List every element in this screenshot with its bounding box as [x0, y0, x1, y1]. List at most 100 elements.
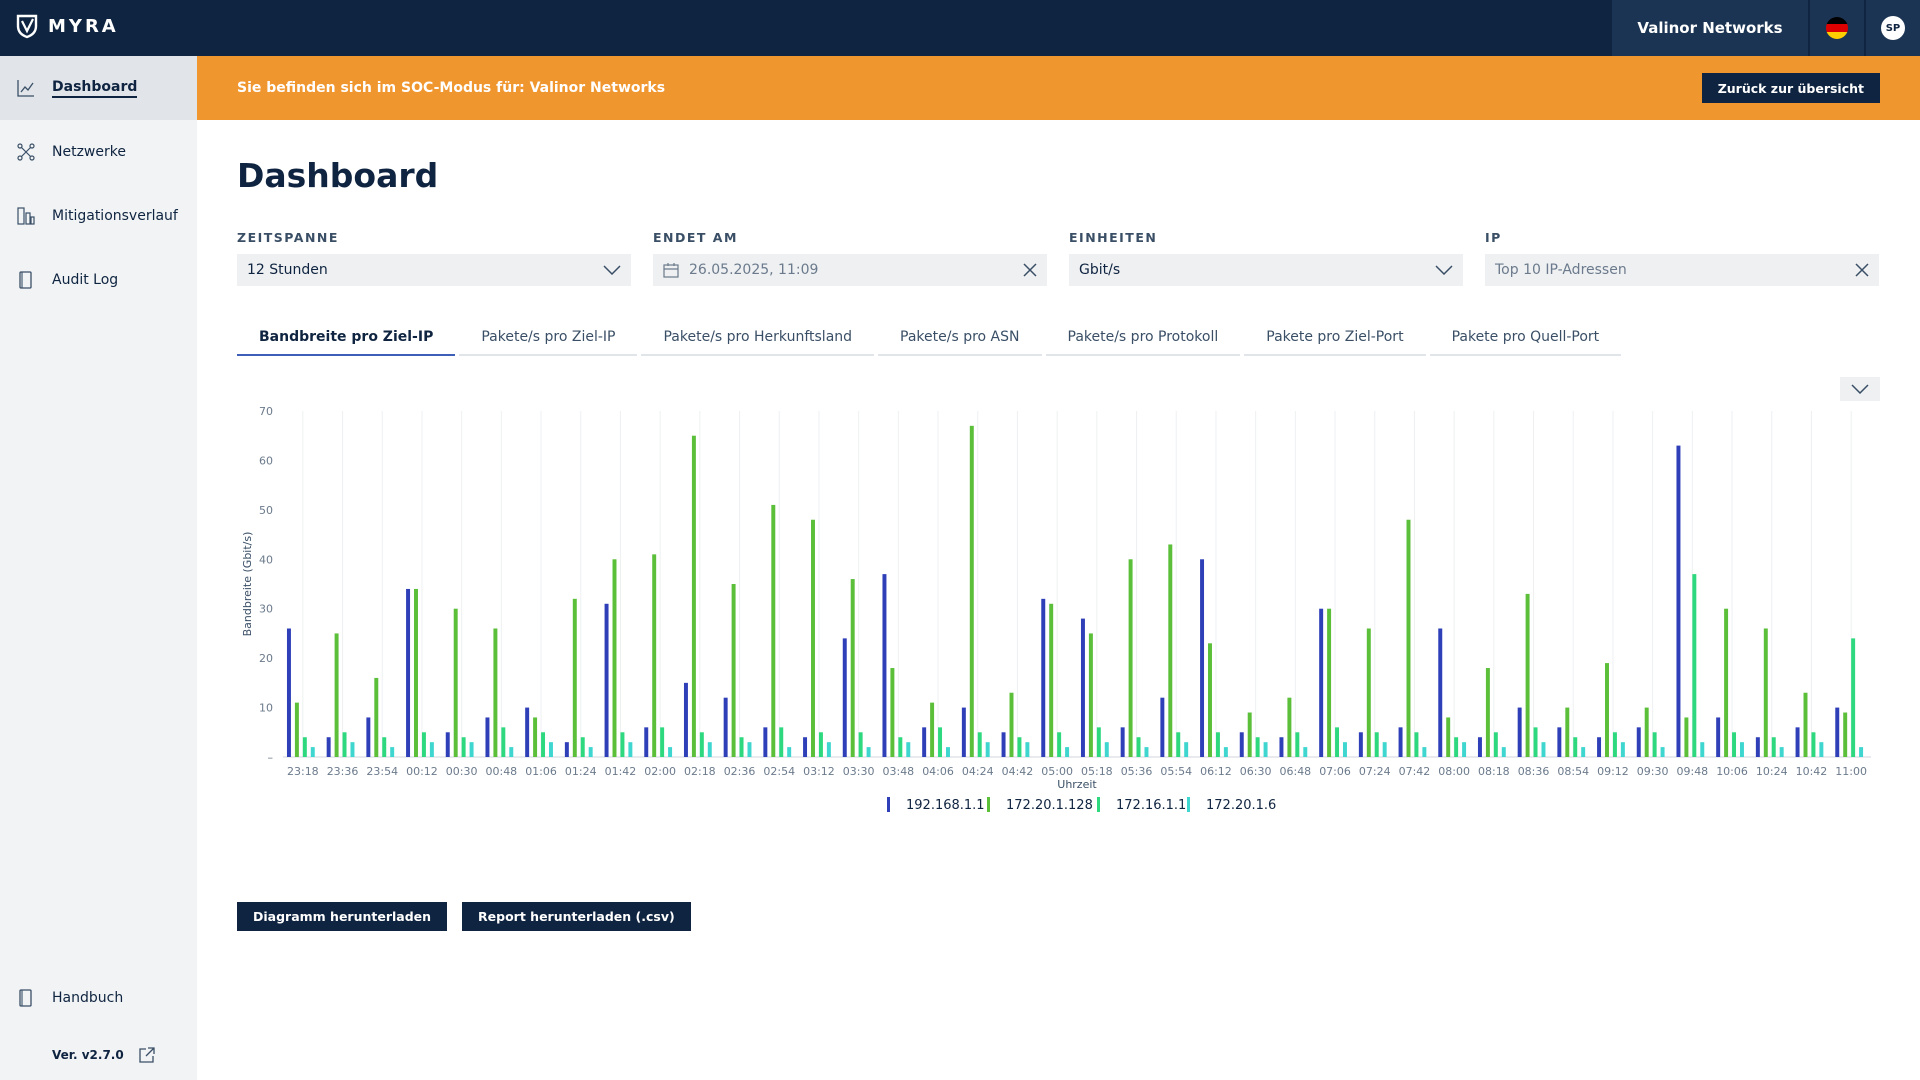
bar[interactable]: [1446, 717, 1451, 757]
bar[interactable]: [1438, 628, 1443, 757]
bar[interactable]: [1644, 707, 1649, 757]
units-select[interactable]: Gbit/s: [1069, 254, 1463, 286]
bar[interactable]: [1366, 628, 1371, 757]
bar[interactable]: [763, 727, 768, 757]
version-link[interactable]: Ver. v2.7.0: [0, 1030, 197, 1080]
tab-packets-asn[interactable]: Pakete/s pro ASN: [878, 320, 1042, 356]
bar[interactable]: [1120, 727, 1125, 757]
bar[interactable]: [1636, 727, 1641, 757]
bar[interactable]: [1676, 445, 1681, 757]
bar[interactable]: [1493, 732, 1498, 757]
tab-packets-dest-port[interactable]: Pakete pro Ziel-Port: [1244, 320, 1426, 356]
bar[interactable]: [699, 732, 704, 757]
bar[interactable]: [1795, 727, 1800, 757]
bar[interactable]: [1041, 598, 1046, 757]
bar[interactable]: [580, 737, 585, 757]
bar[interactable]: [1716, 717, 1721, 757]
bar[interactable]: [485, 717, 490, 757]
bar[interactable]: [858, 732, 863, 757]
clear-ip-icon[interactable]: [1855, 263, 1869, 277]
tab-bandwidth-dest-ip[interactable]: Bandbreite pro Ziel-IP: [237, 320, 456, 356]
bar[interactable]: [683, 682, 688, 757]
bar[interactable]: [1517, 707, 1522, 757]
bar[interactable]: [1342, 742, 1347, 757]
bar[interactable]: [985, 742, 990, 757]
bar[interactable]: [1255, 737, 1260, 757]
bar[interactable]: [509, 747, 514, 757]
bar[interactable]: [604, 603, 609, 757]
sidebar-item-dashboard[interactable]: Dashboard: [0, 56, 197, 120]
bar[interactable]: [1501, 747, 1506, 757]
bar[interactable]: [1700, 742, 1705, 757]
bar[interactable]: [1541, 742, 1546, 757]
bar[interactable]: [453, 608, 458, 757]
bar[interactable]: [1557, 727, 1562, 757]
bar[interactable]: [1779, 747, 1784, 757]
bar[interactable]: [1247, 712, 1252, 757]
bar[interactable]: [787, 747, 792, 757]
bar[interactable]: [1525, 593, 1530, 757]
bar[interactable]: [1009, 692, 1014, 757]
bar[interactable]: [922, 727, 927, 757]
bar[interactable]: [1200, 559, 1205, 757]
bar[interactable]: [1239, 732, 1244, 757]
bar[interactable]: [1080, 618, 1085, 757]
bar[interactable]: [818, 732, 823, 757]
bar[interactable]: [1581, 747, 1586, 757]
bar[interactable]: [691, 435, 696, 757]
bar[interactable]: [1096, 727, 1101, 757]
bar[interactable]: [747, 742, 752, 757]
bar[interactable]: [406, 588, 411, 757]
bar[interactable]: [803, 737, 808, 757]
bar[interactable]: [302, 737, 307, 757]
bar[interactable]: [1454, 737, 1459, 757]
chart-options-toggle[interactable]: [1840, 377, 1880, 401]
bar[interactable]: [866, 747, 871, 757]
bar[interactable]: [1533, 727, 1538, 757]
bar[interactable]: [1223, 747, 1228, 757]
bar[interactable]: [1327, 608, 1332, 757]
brand-logo[interactable]: MYRA: [16, 13, 119, 39]
bar[interactable]: [1017, 737, 1022, 757]
bar[interactable]: [652, 554, 657, 757]
bar[interactable]: [731, 584, 736, 757]
bar[interactable]: [1573, 737, 1578, 757]
bar[interactable]: [1652, 732, 1657, 757]
bar[interactable]: [1835, 707, 1840, 757]
bar[interactable]: [1398, 727, 1403, 757]
bar[interactable]: [620, 732, 625, 757]
bar[interactable]: [668, 747, 673, 757]
bar[interactable]: [1732, 732, 1737, 757]
bar[interactable]: [533, 717, 538, 757]
bar[interactable]: [1279, 737, 1284, 757]
bar[interactable]: [1851, 638, 1856, 757]
bar[interactable]: [501, 727, 506, 757]
bar[interactable]: [1684, 717, 1689, 757]
download-report-button[interactable]: Report herunterladen (.csv): [462, 902, 691, 931]
bar[interactable]: [707, 742, 712, 757]
bar[interactable]: [588, 747, 593, 757]
legend-label[interactable]: 192.168.1.1: [906, 798, 985, 813]
bar[interactable]: [612, 559, 617, 757]
bar[interactable]: [1597, 737, 1602, 757]
legend-swatch[interactable]: [1187, 797, 1190, 812]
sidebar-item-audit-log[interactable]: Audit Log: [0, 248, 197, 312]
bar[interactable]: [564, 742, 569, 757]
bar[interactable]: [1160, 697, 1165, 757]
bar[interactable]: [969, 425, 974, 757]
bar[interactable]: [1692, 574, 1697, 757]
bandwidth-chart[interactable]: – 10 20 30 40 50 60 70 Bandbreite (Gbit/s) 23:18 2…: [237, 400, 1881, 840]
bar[interactable]: [1176, 732, 1181, 757]
bar[interactable]: [1422, 747, 1427, 757]
bar[interactable]: [1168, 544, 1173, 757]
bar[interactable]: [1565, 707, 1570, 757]
bar[interactable]: [342, 732, 347, 757]
bar[interactable]: [779, 727, 784, 757]
tab-packets-country[interactable]: Pakete/s pro Herkunftsland: [641, 320, 875, 356]
bar[interactable]: [890, 668, 895, 757]
bar[interactable]: [1755, 737, 1760, 757]
language-switcher[interactable]: [1810, 0, 1864, 56]
bar[interactable]: [1382, 742, 1387, 757]
bar[interactable]: [1819, 742, 1824, 757]
bar[interactable]: [977, 732, 982, 757]
